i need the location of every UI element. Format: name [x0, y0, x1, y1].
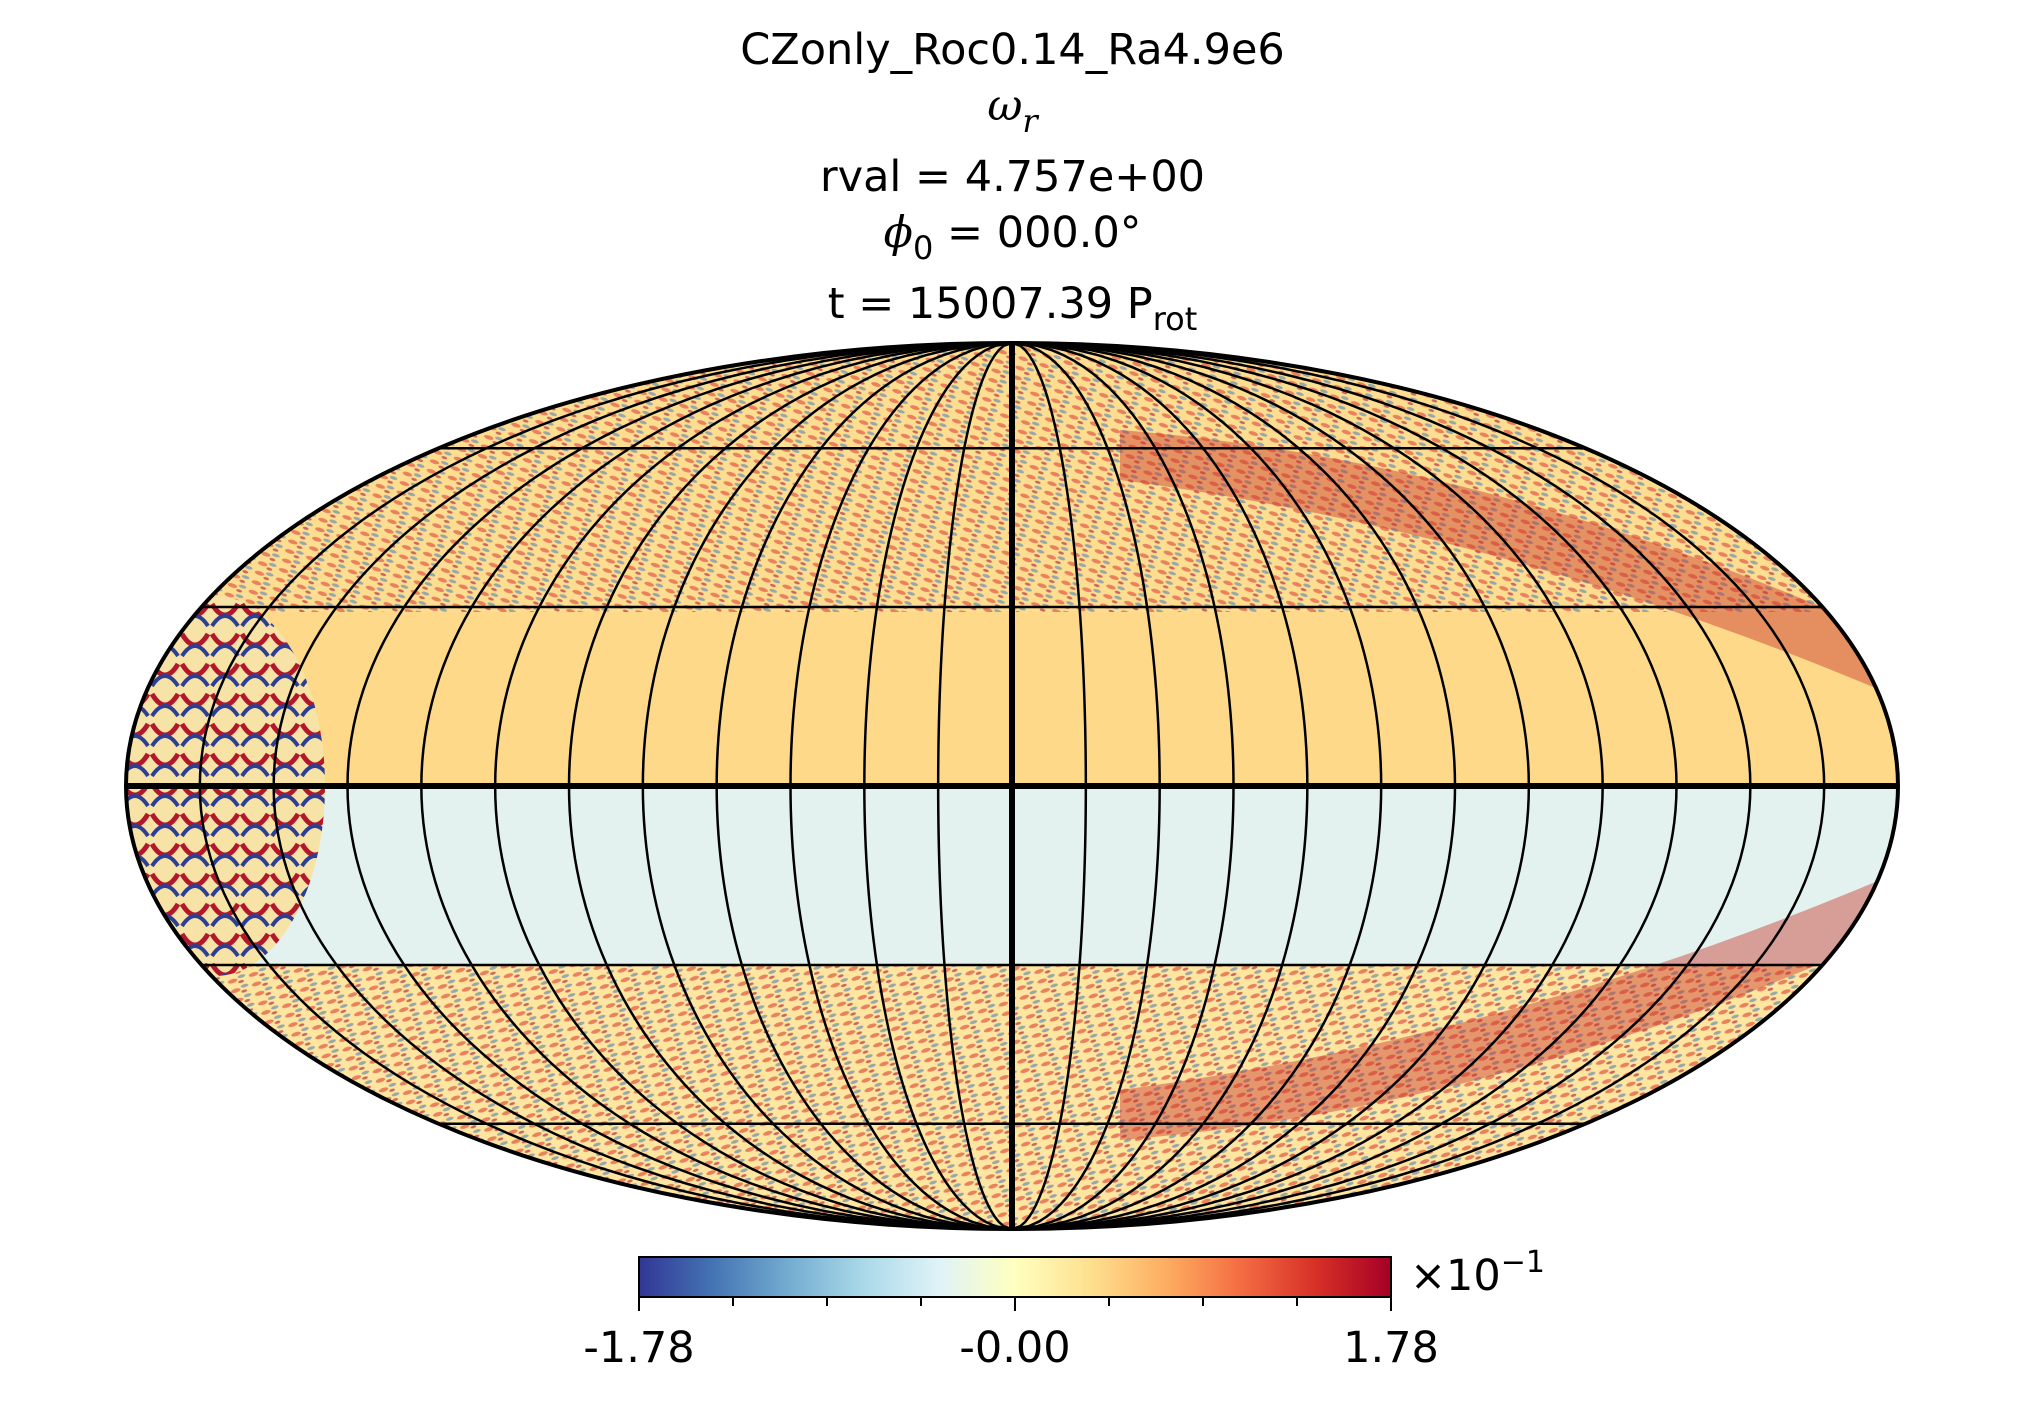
- southern-streak-feature: [1120, 880, 1898, 1140]
- title-run-name: CZonly_Roc0.14_Ra4.9e6: [740, 25, 1285, 75]
- title-time: t = 15007.39 Prot: [827, 279, 1198, 338]
- meridian-line: [1011, 341, 1457, 1231]
- figure-title: CZonly_Roc0.14_Ra4.9e6 ωr rval = 4.757e+…: [0, 22, 2025, 347]
- colorbar-multiplier: ×10−1: [1410, 1245, 1545, 1301]
- meridian-line: [1011, 341, 1826, 1231]
- meridian-line: [1011, 341, 1161, 1231]
- meridian-line: [1011, 341, 1531, 1231]
- meridian-line: [1011, 341, 1309, 1231]
- colorbar-ticks: [638, 1297, 1392, 1311]
- meridian-line: [1011, 341, 1604, 1231]
- meridian-line: [198, 341, 1013, 1231]
- meridian-line: [1011, 341, 1752, 1231]
- meridian-line: [1011, 341, 1383, 1231]
- meridian-line: [1011, 341, 1678, 1231]
- meridian-line: [936, 341, 1013, 1231]
- title-phi: ϕ0 = 000.0°: [883, 208, 1142, 267]
- meridian-line: [789, 341, 1013, 1231]
- globe-outline: [124, 341, 1900, 1231]
- colorbar-label-mid: -0.00: [959, 1323, 1070, 1373]
- meridian-line: [346, 341, 1013, 1231]
- northern-streak-feature: [1120, 430, 1898, 690]
- colorbar-label-min: -1.78: [583, 1323, 694, 1373]
- meridian-line: [641, 341, 1013, 1231]
- meridian-line: [1011, 341, 1088, 1231]
- meridian-line: [715, 341, 1013, 1231]
- meridian-line: [1011, 341, 1235, 1231]
- graticule: [126, 341, 1898, 1231]
- title-rval: rval = 4.757e+00: [819, 152, 1206, 202]
- title-quantity: ωr: [987, 81, 1038, 140]
- meridian-line: [272, 341, 1013, 1231]
- meridian-line: [420, 341, 1013, 1231]
- meridian-line: [863, 341, 1013, 1231]
- colorbar-gradient: [638, 1256, 1392, 1298]
- meridian-line: [493, 341, 1013, 1231]
- colorbar: -1.78 -0.00 1.78: [583, 1256, 1439, 1373]
- colorbar-label-max: 1.78: [1343, 1323, 1439, 1373]
- meridian-line: [567, 341, 1013, 1231]
